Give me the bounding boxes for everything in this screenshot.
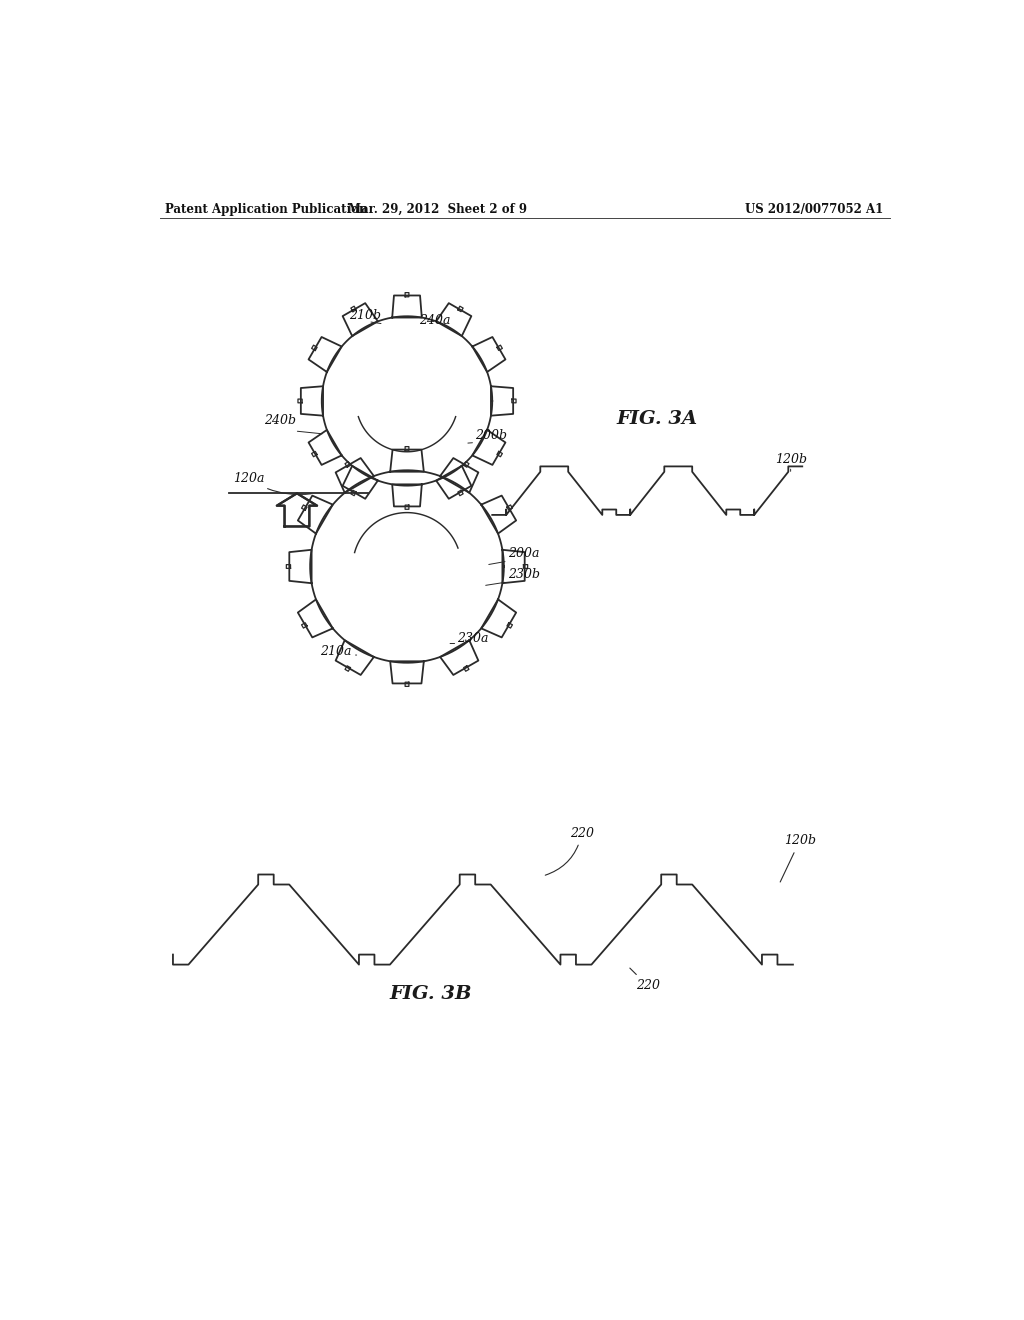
Text: FIG. 3A: FIG. 3A [616, 411, 697, 428]
Text: Mar. 29, 2012  Sheet 2 of 9: Mar. 29, 2012 Sheet 2 of 9 [348, 203, 527, 215]
Polygon shape [276, 494, 317, 527]
Text: US 2012/0077052 A1: US 2012/0077052 A1 [745, 203, 884, 215]
Text: 200b: 200b [475, 429, 507, 442]
Text: 230b: 230b [508, 568, 540, 581]
Text: 220: 220 [630, 968, 659, 993]
Text: 120b: 120b [775, 453, 807, 466]
Text: 200a: 200a [508, 548, 540, 560]
Text: Patent Application Publication: Patent Application Publication [165, 203, 368, 215]
Text: 220: 220 [545, 826, 594, 875]
Text: 230a: 230a [458, 632, 488, 645]
Text: FIG. 3B: FIG. 3B [389, 985, 471, 1003]
Text: 240b: 240b [263, 414, 296, 428]
Text: 240a: 240a [419, 314, 451, 327]
Text: 120b: 120b [780, 834, 816, 882]
Text: 210a: 210a [321, 645, 351, 659]
Text: 210b: 210b [349, 309, 381, 322]
Text: 120a: 120a [232, 471, 311, 495]
